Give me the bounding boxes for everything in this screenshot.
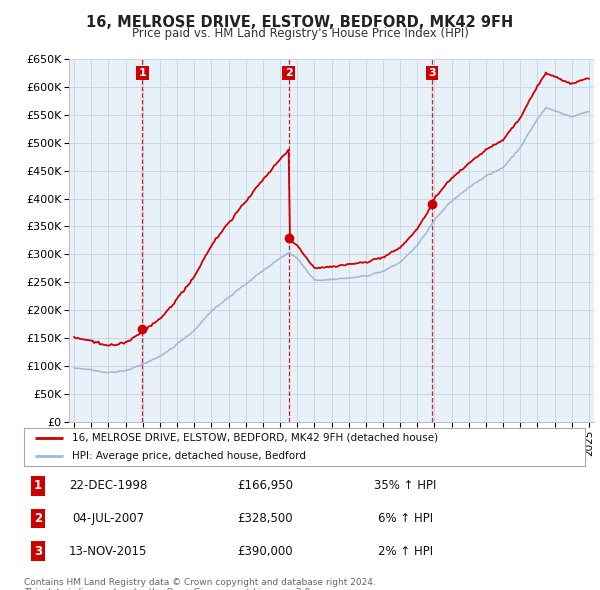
Text: 1: 1 — [34, 479, 42, 492]
Text: 2% ↑ HPI: 2% ↑ HPI — [378, 545, 433, 558]
Text: £328,500: £328,500 — [238, 512, 293, 525]
Text: 16, MELROSE DRIVE, ELSTOW, BEDFORD, MK42 9FH (detached house): 16, MELROSE DRIVE, ELSTOW, BEDFORD, MK42… — [71, 432, 438, 442]
Text: 16, MELROSE DRIVE, ELSTOW, BEDFORD, MK42 9FH: 16, MELROSE DRIVE, ELSTOW, BEDFORD, MK42… — [86, 15, 514, 30]
Text: Price paid vs. HM Land Registry's House Price Index (HPI): Price paid vs. HM Land Registry's House … — [131, 27, 469, 40]
Text: 22-DEC-1998: 22-DEC-1998 — [69, 479, 148, 492]
Text: £390,000: £390,000 — [238, 545, 293, 558]
Text: 2: 2 — [285, 68, 293, 78]
Text: £166,950: £166,950 — [237, 479, 293, 492]
Text: 6% ↑ HPI: 6% ↑ HPI — [378, 512, 433, 525]
Text: This data is licensed under the Open Government Licence v3.0.: This data is licensed under the Open Gov… — [24, 588, 313, 590]
Text: 13-NOV-2015: 13-NOV-2015 — [69, 545, 148, 558]
Text: 1: 1 — [139, 68, 146, 78]
Text: 3: 3 — [428, 68, 436, 78]
Text: 3: 3 — [34, 545, 42, 558]
Text: 35% ↑ HPI: 35% ↑ HPI — [374, 479, 437, 492]
Text: HPI: Average price, detached house, Bedford: HPI: Average price, detached house, Bedf… — [71, 451, 305, 461]
Text: 2: 2 — [34, 512, 42, 525]
Text: Contains HM Land Registry data © Crown copyright and database right 2024.: Contains HM Land Registry data © Crown c… — [24, 578, 376, 587]
Text: 04-JUL-2007: 04-JUL-2007 — [72, 512, 144, 525]
